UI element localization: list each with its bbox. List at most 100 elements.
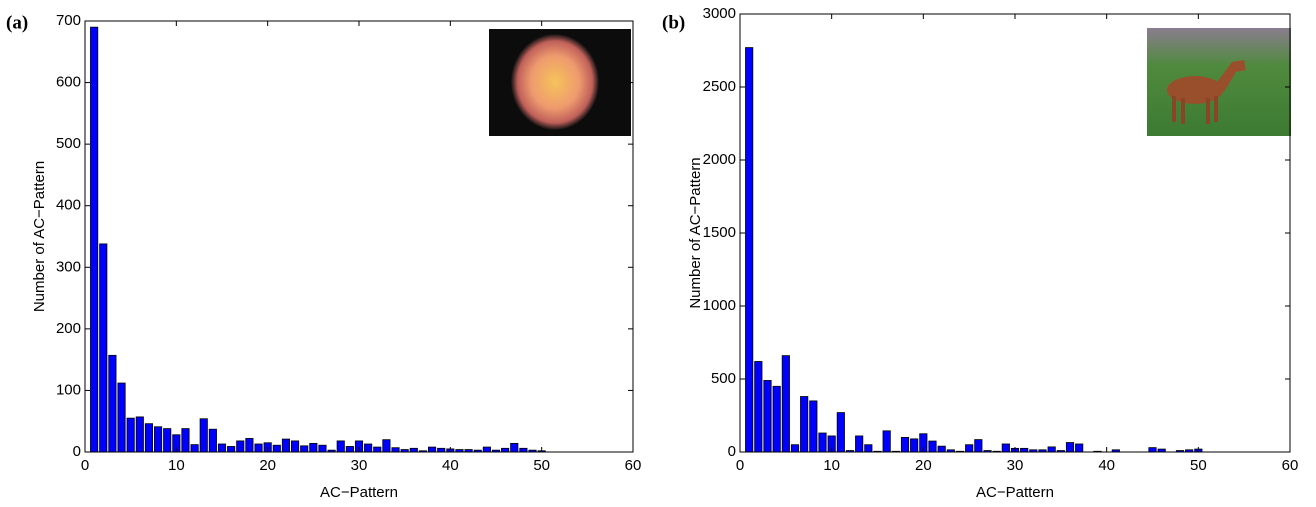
bar xyxy=(836,412,845,453)
bar xyxy=(864,444,873,453)
bar xyxy=(345,446,354,453)
bar xyxy=(1020,447,1029,453)
y-tick-label: 700 xyxy=(56,12,81,29)
inset-rose xyxy=(489,29,631,136)
x-tick-label: 50 xyxy=(533,457,550,474)
bar xyxy=(409,447,418,453)
bar xyxy=(510,442,519,453)
y-tick-label: 300 xyxy=(56,258,81,275)
bar xyxy=(336,440,345,453)
x-tick-label: 60 xyxy=(625,457,642,474)
bar xyxy=(144,423,153,453)
x-tick-label: 10 xyxy=(168,457,185,474)
bar xyxy=(501,447,510,453)
bar xyxy=(163,428,172,453)
bar xyxy=(1047,446,1056,453)
bar xyxy=(208,428,217,453)
bar xyxy=(1148,447,1157,453)
bar xyxy=(217,443,227,453)
bar xyxy=(181,428,190,453)
bar xyxy=(482,446,491,453)
bar xyxy=(818,432,827,453)
bar xyxy=(245,438,254,453)
y-tick-label: 200 xyxy=(56,320,81,337)
x-axis-label: AC−Pattern xyxy=(976,484,1054,501)
bar xyxy=(1001,443,1010,453)
x-tick-label: 20 xyxy=(915,457,932,474)
bar xyxy=(291,440,300,453)
bar xyxy=(763,380,772,453)
bar xyxy=(373,446,382,453)
bar xyxy=(391,447,400,453)
bar xyxy=(754,361,763,453)
bar xyxy=(190,444,199,453)
bar xyxy=(800,396,809,453)
bar xyxy=(108,354,117,453)
bar xyxy=(910,438,919,453)
bar xyxy=(809,400,818,453)
bar xyxy=(117,382,126,453)
bar xyxy=(928,440,937,453)
x-tick-label: 40 xyxy=(1098,457,1115,474)
x-tick-label: 0 xyxy=(736,457,744,474)
y-tick-label: 400 xyxy=(56,197,81,214)
bar xyxy=(1075,443,1084,453)
bar xyxy=(364,443,373,453)
x-axis-label: AC−Pattern xyxy=(320,484,398,501)
y-axis-label: Number of AC−Pattern xyxy=(687,157,704,308)
bar xyxy=(272,444,281,453)
bar xyxy=(154,426,163,453)
panel-label: (b) xyxy=(662,12,685,33)
x-tick-label: 10 xyxy=(823,457,840,474)
y-tick-label: 1500 xyxy=(703,224,736,241)
y-tick-label: 600 xyxy=(56,74,81,91)
bar xyxy=(99,243,108,453)
bar xyxy=(281,438,290,453)
bar xyxy=(254,443,263,453)
bar xyxy=(772,385,781,453)
y-tick-label: 500 xyxy=(56,135,81,152)
y-tick-label: 100 xyxy=(56,381,81,398)
bar xyxy=(309,442,318,453)
bar xyxy=(437,447,446,453)
x-tick-label: 30 xyxy=(1007,457,1024,474)
bar xyxy=(745,47,754,453)
bar xyxy=(236,440,245,453)
x-tick-label: 20 xyxy=(259,457,276,474)
y-tick-label: 2500 xyxy=(703,78,736,95)
x-tick-label: 60 xyxy=(1282,457,1299,474)
y-tick-label: 2000 xyxy=(703,151,736,168)
x-tick-label: 30 xyxy=(351,457,368,474)
x-tick-label: 50 xyxy=(1190,457,1207,474)
bar xyxy=(1065,442,1075,453)
inset-horse xyxy=(1147,28,1291,136)
panel-label: (a) xyxy=(6,12,28,33)
bar xyxy=(974,439,983,453)
bar xyxy=(855,435,864,453)
bar xyxy=(428,446,437,453)
x-tick-label: 0 xyxy=(81,457,89,474)
y-tick-label: 0 xyxy=(73,443,81,460)
bar xyxy=(882,430,891,453)
y-tick-label: 0 xyxy=(728,443,736,460)
bar xyxy=(790,444,800,453)
bar xyxy=(199,418,208,453)
bar xyxy=(318,444,327,453)
x-tick-label: 40 xyxy=(442,457,459,474)
y-tick-label: 500 xyxy=(711,370,736,387)
y-axis-label: Number of AC−Pattern xyxy=(31,161,48,312)
y-tick-label: 1000 xyxy=(703,297,736,314)
bar xyxy=(519,447,528,453)
bar xyxy=(382,439,391,453)
bar xyxy=(90,26,99,453)
bar xyxy=(965,444,974,453)
bar xyxy=(135,416,144,453)
bar xyxy=(300,445,309,453)
y-tick-label: 3000 xyxy=(703,5,736,22)
bar xyxy=(126,417,135,453)
bar xyxy=(227,446,236,453)
bar xyxy=(937,445,946,453)
bar xyxy=(900,436,910,453)
bar xyxy=(781,355,790,453)
